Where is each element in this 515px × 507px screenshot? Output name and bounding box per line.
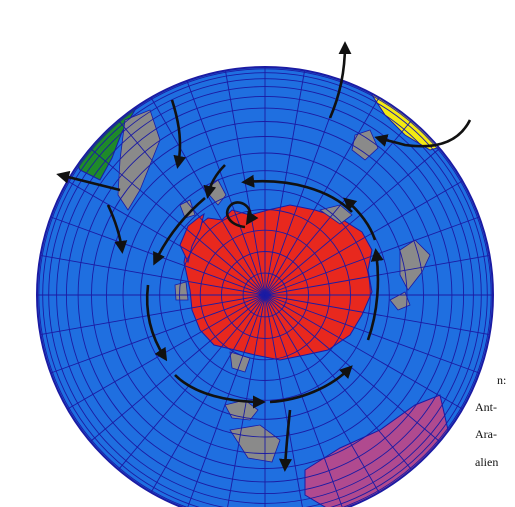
madagascar xyxy=(457,145,475,173)
current-arrow xyxy=(203,164,226,199)
current-arrow xyxy=(366,248,384,341)
meridian-line xyxy=(264,120,412,296)
current-arrow xyxy=(153,197,206,266)
ocean-currents xyxy=(56,41,472,472)
current-arrow xyxy=(269,365,353,404)
meridian-line xyxy=(264,97,380,296)
caption-line-3: Ara- xyxy=(475,427,497,441)
current-arrow xyxy=(278,409,292,472)
meridian-line xyxy=(118,120,266,296)
meridian-line xyxy=(264,148,440,296)
caption-line-4: alien xyxy=(475,455,499,469)
antarctic-peninsula xyxy=(179,212,205,264)
meridian-line xyxy=(264,294,490,336)
current-arrow xyxy=(145,284,168,362)
meridian-line xyxy=(186,294,266,507)
current-arrow xyxy=(225,201,259,229)
meridian-line xyxy=(40,294,266,336)
meridian-line xyxy=(264,294,412,470)
meridian-line xyxy=(67,180,266,296)
meridian-line xyxy=(224,294,266,507)
meridian-line xyxy=(118,294,266,470)
caption-line-2: Ant- xyxy=(475,400,497,414)
current-arrow xyxy=(56,170,121,192)
current-arrow xyxy=(174,374,266,409)
meridian-line xyxy=(186,80,266,296)
meridian-line xyxy=(264,294,380,493)
meridian-line xyxy=(264,180,463,296)
meridian-line xyxy=(40,254,266,296)
globe-outline xyxy=(36,66,494,507)
current-arrow xyxy=(343,197,377,241)
meridian-line xyxy=(264,294,463,410)
meridian-line xyxy=(90,148,266,296)
caption-line-1: n: xyxy=(497,373,507,387)
current-arrow xyxy=(328,41,352,119)
meridian-line xyxy=(264,294,344,507)
meridian-line xyxy=(90,294,266,442)
meridian-line xyxy=(264,294,480,374)
graticule xyxy=(37,67,493,507)
current-arrow xyxy=(106,204,128,254)
meridian-line xyxy=(50,294,266,374)
current-arrow xyxy=(170,99,187,169)
meridian-line xyxy=(264,294,306,507)
current-arrow xyxy=(374,119,472,148)
